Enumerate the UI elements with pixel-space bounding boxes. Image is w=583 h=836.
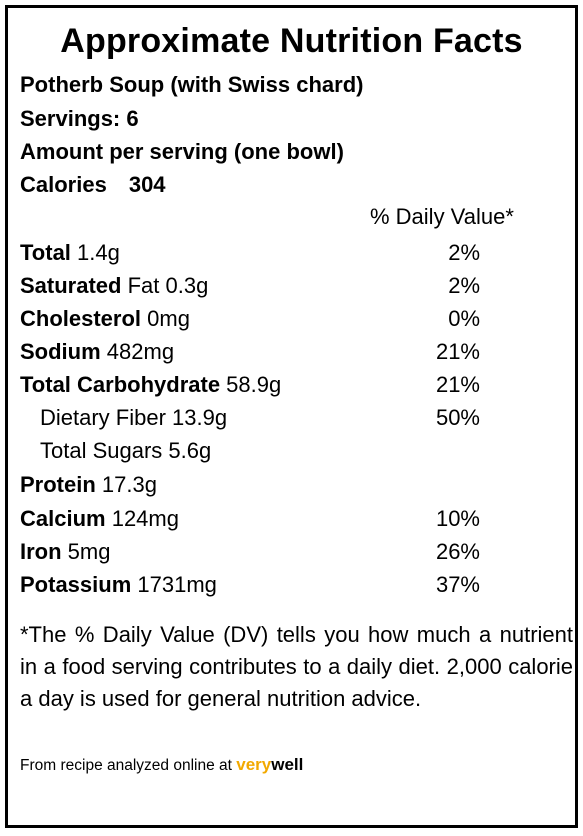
daily-value-footnote: *The % Daily Value (DV) tells you how mu… — [20, 622, 573, 711]
recipe-name: Potherb Soup (with Swiss chard) — [20, 72, 364, 97]
nutrient-amount: 58.9g — [220, 372, 282, 397]
nutrient-amount: 13.9g — [165, 405, 228, 430]
nutrient-amount: 5mg — [61, 539, 111, 564]
calories-label: Calories — [20, 172, 107, 197]
nutrient-daily-value: 50% — [435, 405, 480, 430]
calories-row: Calories 304 — [20, 170, 166, 200]
nutrient-daily-value: 21% — [435, 372, 480, 397]
nutrient-daily-value: 21% — [435, 339, 480, 364]
nutrient-amount: 482mg — [100, 339, 175, 364]
nutrient-row: Dietary Fiber 13.9g 50% — [40, 402, 480, 434]
nutrient-label: Total — [20, 240, 71, 265]
nutrient-row: Iron 5mg 26% — [20, 536, 480, 568]
nutrient-label: Potassium — [20, 572, 132, 597]
source-credit: From recipe analyzed online at verywell — [20, 753, 303, 778]
nutrient-row: Cholesterol 0mg 0% — [20, 303, 480, 335]
nutrient-amount: 17.3g — [95, 472, 157, 497]
nutrient-row: Protein 17.3g — [20, 469, 480, 501]
nutrient-row: Total Sugars 5.6g — [40, 435, 480, 467]
nutrient-daily-value: 26% — [435, 539, 480, 564]
nutrient-row: Potassium 1731mg 37% — [20, 569, 480, 601]
nutrient-amount: 124mg — [105, 506, 179, 531]
label-title: Approximate Nutrition Facts — [60, 22, 523, 60]
brand-part-well: well — [271, 755, 304, 774]
nutrient-label: Saturated — [20, 273, 122, 298]
amount-per-serving: Amount per serving (one bowl) — [20, 139, 344, 164]
nutrient-label: Dietary Fiber — [40, 405, 166, 430]
verywell-logo[interactable]: verywell — [236, 755, 303, 774]
nutrient-daily-value: 2% — [448, 240, 480, 265]
nutrient-row: Saturated Fat 0.3g 2% — [20, 270, 480, 302]
nutrient-row: Total 1.4g 2% — [20, 237, 480, 269]
nutrient-row: Total Carbohydrate 58.9g 21% — [20, 369, 480, 401]
nutrient-amount: 5.6g — [162, 438, 212, 463]
source-text: From recipe analyzed online at — [20, 757, 237, 774]
nutrient-amount: 1.4g — [70, 240, 120, 265]
calories-value: 304 — [128, 172, 166, 197]
nutrient-label: Calcium — [20, 506, 106, 531]
nutrient-daily-value: 2% — [448, 273, 480, 298]
nutrient-label: Sodium — [20, 339, 101, 364]
nutrient-daily-value: 37% — [435, 572, 480, 597]
servings: Servings: 6 — [20, 106, 139, 131]
nutrition-label-panel: Approximate Nutrition Facts Potherb Soup… — [5, 5, 578, 828]
nutrient-label: Cholesterol — [20, 306, 142, 331]
daily-value-header: % Daily Value* — [370, 204, 514, 229]
nutrient-daily-value: 10% — [435, 506, 480, 531]
nutrient-amount: 1731mg — [131, 572, 217, 597]
nutrient-label: Total Carbohydrate — [20, 372, 221, 397]
nutrient-label: Total Sugars — [40, 438, 163, 463]
nutrient-amount: 0mg — [141, 306, 190, 331]
nutrient-amount: Fat 0.3g — [121, 273, 209, 298]
nutrient-row: Calcium 124mg 10% — [20, 503, 480, 535]
nutrient-row: Sodium 482mg 21% — [20, 336, 480, 368]
nutrient-label: Protein — [20, 472, 96, 497]
nutrient-daily-value: 0% — [448, 306, 480, 331]
brand-part-very: very — [236, 755, 272, 774]
nutrient-label: Iron — [20, 539, 62, 564]
